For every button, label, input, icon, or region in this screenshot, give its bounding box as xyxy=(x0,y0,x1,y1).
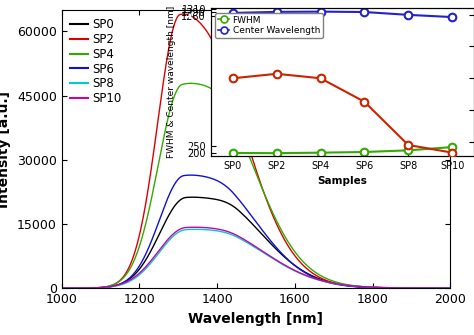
SP8 xyxy=(337,282,343,286)
SP10 xyxy=(191,225,197,229)
SP10 xyxy=(236,234,241,238)
Y-axis label: FWHM & Center wavelength [nm]: FWHM & Center wavelength [nm] xyxy=(167,6,176,158)
SP8 xyxy=(236,236,241,240)
SP8 xyxy=(213,229,219,233)
SP10 xyxy=(43,286,49,290)
SP6 xyxy=(435,286,441,290)
SP10 xyxy=(337,282,343,286)
SP2 xyxy=(337,282,343,286)
Center Wavelength xyxy=(449,15,455,19)
SP8 xyxy=(43,286,49,290)
FWHM xyxy=(318,151,323,155)
SP10 xyxy=(447,286,453,290)
Center Wavelength xyxy=(318,10,323,14)
Legend: FWHM, Center Wavelength: FWHM, Center Wavelength xyxy=(216,13,323,38)
SP2 xyxy=(181,12,186,16)
Line: FWHM: FWHM xyxy=(229,143,456,157)
Line: SP10: SP10 xyxy=(46,227,450,288)
Center Wavelength xyxy=(230,11,236,15)
Center Wavelength xyxy=(405,13,411,17)
SP4 xyxy=(447,286,453,290)
SP4 xyxy=(213,90,219,94)
SP8 xyxy=(435,286,441,290)
Line: SP8: SP8 xyxy=(46,229,450,288)
Line: Center Wavelength: Center Wavelength xyxy=(229,8,456,21)
SP0 xyxy=(415,286,421,290)
SP0 xyxy=(337,282,343,286)
SP10 xyxy=(217,227,222,231)
Line: SP4: SP4 xyxy=(46,83,450,288)
SP4 xyxy=(415,286,421,290)
SP4 xyxy=(43,286,49,290)
SP2 xyxy=(236,111,241,115)
FWHM xyxy=(405,148,411,152)
SP4 xyxy=(236,128,241,132)
SP6 xyxy=(415,286,421,290)
SP4 xyxy=(217,93,222,97)
SP2 xyxy=(435,286,441,290)
X-axis label: Wavelength [nm]: Wavelength [nm] xyxy=(189,312,323,326)
Line: SP6: SP6 xyxy=(46,175,450,288)
SP6 xyxy=(43,286,49,290)
SP6 xyxy=(447,286,453,290)
SP6 xyxy=(213,178,219,182)
SP10 xyxy=(213,227,219,231)
SP4 xyxy=(188,81,194,85)
Y-axis label: Intensity [a.u.]: Intensity [a.u.] xyxy=(0,90,11,208)
Center Wavelength xyxy=(362,10,367,14)
SP2 xyxy=(217,54,222,58)
FWHM xyxy=(362,150,367,154)
Line: SP0: SP0 xyxy=(46,197,450,288)
SP4 xyxy=(337,281,343,285)
FWHM xyxy=(230,151,236,155)
SP2 xyxy=(213,46,219,50)
SP6 xyxy=(217,180,222,184)
SP4 xyxy=(435,286,441,290)
SP8 xyxy=(217,229,222,233)
Center Wavelength xyxy=(274,10,280,14)
SP8 xyxy=(447,286,453,290)
SP6 xyxy=(337,283,343,287)
SP0 xyxy=(217,198,222,202)
X-axis label: Samples: Samples xyxy=(318,176,367,186)
SP6 xyxy=(236,197,241,201)
SP10 xyxy=(415,286,421,290)
SP8 xyxy=(415,286,421,290)
FWHM xyxy=(274,151,280,155)
SP0 xyxy=(435,286,441,290)
SP2 xyxy=(447,286,453,290)
Legend: SP0, SP2, SP4, SP6, SP8, SP10: SP0, SP2, SP4, SP6, SP8, SP10 xyxy=(67,16,124,108)
SP8 xyxy=(192,227,198,231)
SP2 xyxy=(415,286,421,290)
SP0 xyxy=(190,195,195,199)
SP6 xyxy=(188,173,194,177)
SP0 xyxy=(236,208,241,212)
SP10 xyxy=(435,286,441,290)
SP0 xyxy=(447,286,453,290)
SP2 xyxy=(43,286,49,290)
Line: SP2: SP2 xyxy=(46,14,450,288)
FWHM xyxy=(449,145,455,149)
SP0 xyxy=(43,286,49,290)
SP0 xyxy=(213,197,219,201)
